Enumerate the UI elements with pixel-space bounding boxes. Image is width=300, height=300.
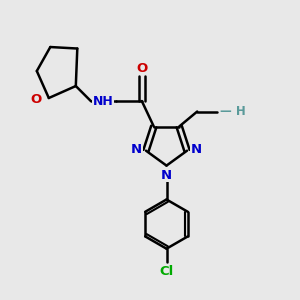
Text: O: O [136, 61, 147, 74]
Text: N: N [161, 169, 172, 182]
Text: O: O [30, 93, 41, 106]
Text: NH: NH [93, 94, 113, 107]
Text: N: N [191, 143, 202, 156]
Text: OH: OH [220, 105, 241, 118]
Text: Cl: Cl [159, 265, 174, 278]
Text: N: N [131, 143, 142, 156]
Text: — H: — H [220, 105, 245, 118]
